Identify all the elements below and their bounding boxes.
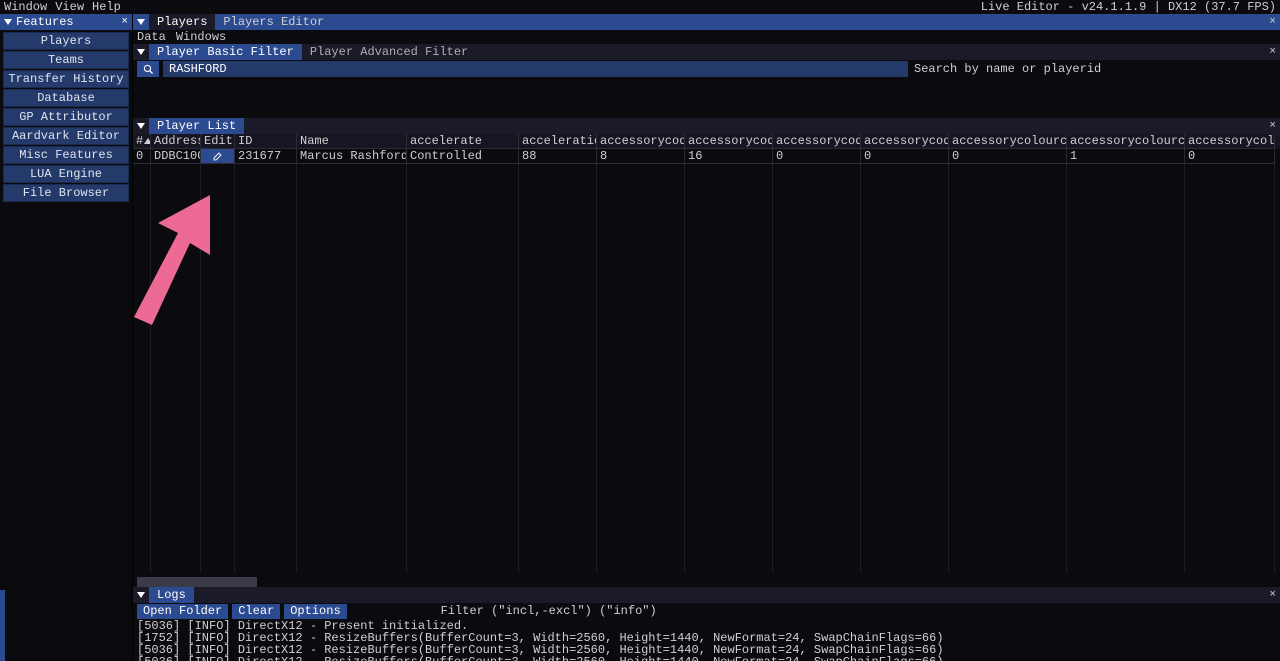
player-list-header: Player List × [133, 118, 1280, 134]
table-header-row: # Address Edit ID Name accelerate accele… [133, 134, 1280, 149]
player-table: # Address Edit ID Name accelerate accele… [133, 134, 1280, 587]
cell-accessorycode2: 16 [685, 149, 773, 164]
close-icon[interactable]: × [1269, 120, 1276, 132]
sidebar-item-transfer-history[interactable]: Transfer History [3, 70, 129, 88]
open-folder-button[interactable]: Open Folder [137, 604, 228, 619]
cell-id: 231677 [235, 149, 297, 164]
workspace: Players Players Editor × Data Windows Pl… [133, 14, 1280, 661]
sub-menu: Data Windows [133, 30, 1280, 44]
col-accessorycolour3[interactable]: accessorycolou [1185, 134, 1275, 149]
col-acceleration[interactable]: acceleration [519, 134, 597, 149]
horizontal-scrollbar[interactable] [133, 577, 1280, 587]
search-row: Search by name or playerid [133, 60, 1280, 78]
sidebar-item-misc-features[interactable]: Misc Features [3, 146, 129, 164]
logs-filter-hint: Filter ("incl,-excl") ("info") [441, 604, 657, 618]
cell-accessorycolour2: 1 [1067, 149, 1185, 164]
menu-view[interactable]: View [55, 0, 84, 14]
search-button[interactable] [137, 61, 159, 77]
col-accessorycode3[interactable]: accessorycode3 [773, 134, 861, 149]
status-text: Live Editor - v24.1.1.9 | DX12 (37.7 FPS… [981, 0, 1276, 14]
sidebar-item-lua-engine[interactable]: LUA Engine [3, 165, 129, 183]
features-panel-header[interactable]: Features × [0, 14, 132, 30]
logs-toolbar: Open Folder Clear Options Filter ("incl,… [133, 603, 1280, 619]
col-address[interactable]: Address [151, 134, 201, 149]
logs-panel: Logs × Open Folder Clear Options Filter … [133, 587, 1280, 661]
sidebar-item-file-browser[interactable]: File Browser [3, 184, 129, 202]
cell-index: 0 [133, 149, 151, 164]
menu-help[interactable]: Help [92, 0, 121, 14]
logs-body: [5036] [INFO] DirectX12 - Present initia… [133, 619, 1280, 661]
options-button[interactable]: Options [284, 604, 346, 619]
col-accessorycode1[interactable]: accessorycode1 [597, 134, 685, 149]
sidebar-item-teams[interactable]: Teams [3, 51, 129, 69]
close-icon[interactable]: × [121, 16, 128, 28]
cell-accessorycode4: 0 [861, 149, 949, 164]
clear-button[interactable]: Clear [232, 604, 280, 619]
player-list-title: Player List [149, 118, 244, 134]
col-index[interactable]: # [133, 134, 151, 149]
logs-title: Logs [149, 587, 194, 603]
edit-button[interactable] [201, 149, 235, 164]
tab-player-advanced-filter[interactable]: Player Advanced Filter [302, 44, 476, 60]
edit-icon [212, 151, 223, 162]
tab-player-basic-filter[interactable]: Player Basic Filter [149, 44, 302, 60]
logs-header: Logs × [133, 587, 1280, 603]
sidebar-item-database[interactable]: Database [3, 89, 129, 107]
cell-accessorycolour1: 0 [949, 149, 1067, 164]
collapse-icon[interactable] [137, 49, 145, 55]
col-accessorycolour1[interactable]: accessorycolourcod? [949, 134, 1067, 149]
collapse-icon[interactable] [137, 592, 145, 598]
features-title: Features [16, 15, 74, 29]
submenu-windows[interactable]: Windows [176, 30, 226, 44]
cell-address: DDBC10C8 [151, 149, 201, 164]
cell-accelerate: Controlled [407, 149, 519, 164]
col-edit[interactable]: Edit [201, 134, 235, 149]
scrollbar-thumb[interactable] [137, 577, 257, 587]
left-accent-strip [0, 590, 5, 661]
col-name[interactable]: Name [297, 134, 407, 149]
cell-name: Marcus Rashford [297, 149, 407, 164]
main-tab-bar: Players Players Editor × [133, 14, 1280, 30]
table-row[interactable]: 0 DDBC10C8 231677 Marcus Rashford Contro… [133, 149, 1280, 164]
cell-acceleration: 88 [519, 149, 597, 164]
sidebar-item-gp-attributor[interactable]: GP Attributor [3, 108, 129, 126]
menu-window[interactable]: Window [4, 0, 47, 14]
submenu-data[interactable]: Data [137, 30, 166, 44]
sidebar: Features × Players Teams Transfer Histor… [0, 14, 133, 661]
filter-tab-bar: Player Basic Filter Player Advanced Filt… [133, 44, 1280, 60]
log-line: [5036] [INFO] DirectX12 - ResizeBuffers(… [137, 656, 1276, 661]
sidebar-item-aardvark-editor[interactable]: Aardvark Editor [3, 127, 129, 145]
tab-players-editor[interactable]: Players Editor [215, 14, 332, 30]
col-accessorycode2[interactable]: accessorycode2 [685, 134, 773, 149]
cell-accessorycode1: 8 [597, 149, 685, 164]
cell-accessorycode3: 0 [773, 149, 861, 164]
search-input[interactable] [163, 61, 908, 77]
sidebar-item-players[interactable]: Players [3, 32, 129, 50]
col-id[interactable]: ID [235, 134, 297, 149]
menu-bar: Window View Help Live Editor - v24.1.1.9… [0, 0, 1280, 14]
search-icon [143, 64, 154, 75]
col-accessorycode4[interactable]: accessorycode4 [861, 134, 949, 149]
cell-accessorycolour3: 0 [1185, 149, 1275, 164]
sort-asc-icon [144, 138, 151, 144]
collapse-icon [4, 19, 12, 25]
collapse-icon[interactable] [137, 123, 145, 129]
close-icon[interactable]: × [1269, 16, 1276, 28]
col-accessorycolour2[interactable]: accessorycolourcod? [1067, 134, 1185, 149]
close-icon[interactable]: × [1269, 589, 1276, 601]
close-icon[interactable]: × [1269, 46, 1276, 58]
tab-players[interactable]: Players [149, 14, 215, 30]
col-accelerate[interactable]: accelerate [407, 134, 519, 149]
search-hint: Search by name or playerid [914, 62, 1101, 76]
collapse-icon[interactable] [137, 19, 145, 25]
